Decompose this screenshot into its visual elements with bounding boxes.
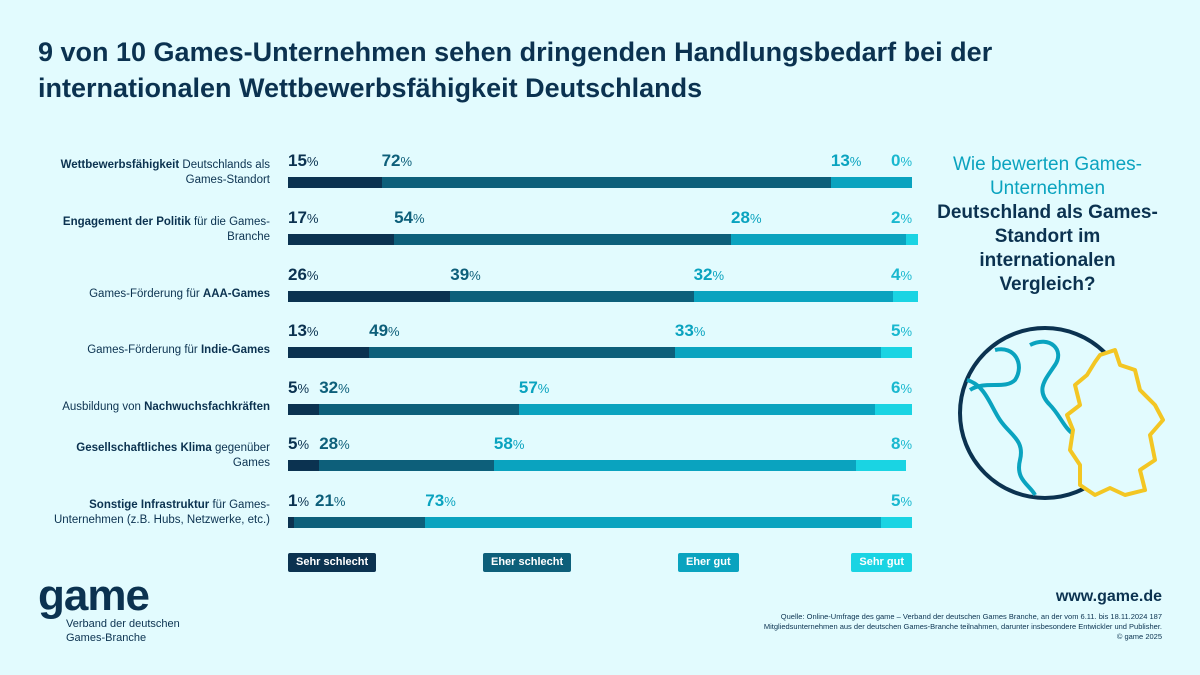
bar-segment-eher-gut	[493, 460, 856, 471]
logo-subtitle: Verband der deutschen Games-Branche	[66, 617, 180, 645]
bar-segment-eher-schlecht	[450, 291, 694, 302]
data-label: 2%	[891, 208, 913, 227]
category-label-normal-after: für die Games-Branche	[193, 216, 270, 243]
data-label: 5%	[288, 378, 310, 397]
data-label: 49%	[369, 321, 400, 340]
category-label: Gesellschaftliches Klima gegenüber Games	[40, 441, 270, 471]
category-label: Games-Förderung für AAA-Games	[40, 287, 270, 302]
website-url[interactable]: www.game.de	[1055, 588, 1162, 605]
data-label: 54%	[394, 208, 425, 227]
bar-segment-sehr-schlecht	[288, 177, 382, 188]
data-label: 39%	[450, 265, 481, 284]
category-label-normal-after: Deutschlands als Games-Standort	[182, 159, 270, 186]
bar-segment-sehr-schlecht	[288, 291, 451, 302]
category-label-bold: Engagement der Politik	[62, 216, 191, 228]
category-label: Wettbewerbsfähigkeit Deutschlands als Ga…	[40, 158, 270, 188]
data-label: 32%	[319, 378, 350, 397]
category-label-bold: Wettbewerbsfähigkeit	[60, 159, 180, 171]
bar-segment-sehr-schlecht	[288, 517, 295, 528]
bar-segment-eher-gut	[674, 347, 881, 358]
question-bold: Deutschland als Games-Standort im intern…	[937, 202, 1158, 271]
data-label: 6%	[891, 378, 913, 397]
data-label: 72%	[381, 151, 413, 170]
data-label: 13%	[288, 321, 319, 340]
category-label-normal-after: gegenüber Games	[215, 442, 270, 469]
category-label-bold: AAA-Games	[202, 288, 270, 300]
chart-title: 9 von 10 Games-Unternehmen sehen dringen…	[38, 37, 993, 103]
question-pre: Wie bewerten Games-Unternehmen	[952, 154, 1142, 199]
data-label: 58%	[493, 434, 525, 453]
category-label: Sonstige Infrastruktur für Games-Unterne…	[40, 498, 270, 528]
legend-item-eher-gut: Eher gut	[678, 553, 739, 572]
category-label-normal-before: Games-Förderung für	[89, 288, 200, 300]
data-label: 32%	[693, 265, 725, 284]
bar-segment-sehr-gut	[880, 517, 912, 528]
category-label: Engagement der Politik für die Games-Bra…	[40, 215, 270, 245]
data-label: 17%	[288, 208, 319, 227]
data-label: 57%	[518, 378, 550, 397]
data-label: 0%	[891, 151, 913, 170]
source-note: Quelle: Online-Umfrage des game – Verban…	[763, 612, 1162, 641]
logo-sub1: Verband der deutschen	[66, 618, 180, 630]
bar-segment-sehr-gut	[874, 404, 912, 415]
data-label: 5%	[891, 321, 913, 340]
legend-item-sehr-schlecht: Sehr schlecht	[288, 553, 377, 572]
data-label: 5%	[288, 434, 310, 453]
category-label-normal-after: für Games-Unternehmen (z.B. Hubs, Netzwe…	[53, 499, 270, 526]
bar-segment-eher-gut	[518, 404, 875, 415]
bar-segment-eher-schlecht	[381, 177, 831, 188]
bar-segment-sehr-schlecht	[288, 460, 320, 471]
data-label: 13%	[830, 151, 862, 170]
data-label: 28%	[319, 434, 350, 453]
category-label-bold: Nachwuchsfachkräften	[144, 401, 270, 413]
bar-segment-eher-gut	[731, 234, 906, 245]
data-label: 33%	[674, 321, 706, 340]
bar-segment-sehr-gut	[905, 234, 919, 245]
bar-segment-eher-gut	[830, 177, 912, 188]
data-label: 1%	[288, 491, 310, 510]
bar-segment-eher-schlecht	[294, 517, 426, 528]
category-label-normal-before: Games-Förderung für	[87, 344, 198, 356]
bar-segment-eher-schlecht	[369, 347, 675, 358]
game-logo: game	[38, 571, 150, 620]
category-label-normal-before: Ausbildung von	[62, 401, 141, 413]
bar-segment-sehr-gut	[880, 347, 912, 358]
bar-segment-eher-schlecht	[394, 234, 732, 245]
category-label-bold: Gesellschaftliches Klima	[76, 442, 212, 454]
logo-sub2: Games-Branche	[66, 632, 147, 644]
category-label: Games-Förderung für Indie-Games	[40, 343, 270, 358]
data-label: 5%	[891, 491, 913, 510]
question-text: Wie bewerten Games-Unternehmen Deutschla…	[930, 153, 1165, 297]
data-label: 73%	[425, 491, 456, 510]
legend-item-eher-schlecht: Eher schlecht	[483, 553, 572, 572]
data-label: 8%	[891, 434, 913, 453]
bar-segment-sehr-gut	[855, 460, 906, 471]
bar-segment-eher-schlecht	[319, 404, 519, 415]
category-label: Ausbildung von Nachwuchsfachkräften	[40, 400, 270, 415]
data-label: 28%	[731, 208, 762, 227]
bar-segment-sehr-gut	[893, 291, 919, 302]
bar-segment-eher-gut	[693, 291, 894, 302]
category-label-bold: Indie-Games	[200, 344, 270, 356]
data-label: 15%	[288, 151, 319, 170]
bar-segment-eher-gut	[425, 517, 881, 528]
bar-segment-sehr-schlecht	[288, 347, 370, 358]
bar-segment-eher-schlecht	[319, 460, 494, 471]
bar-segment-sehr-schlecht	[288, 404, 320, 415]
category-label-bold: Sonstige Infrastruktur	[89, 499, 210, 511]
data-label: 26%	[288, 265, 319, 284]
data-label: 4%	[891, 265, 913, 284]
bar-segment-sehr-schlecht	[288, 234, 395, 245]
data-label: 21%	[315, 491, 346, 510]
legend-item-sehr-gut: Sehr gut	[851, 553, 912, 572]
question-post: Vergleich?	[999, 274, 1096, 295]
globe-germany-illustration	[958, 326, 1165, 500]
